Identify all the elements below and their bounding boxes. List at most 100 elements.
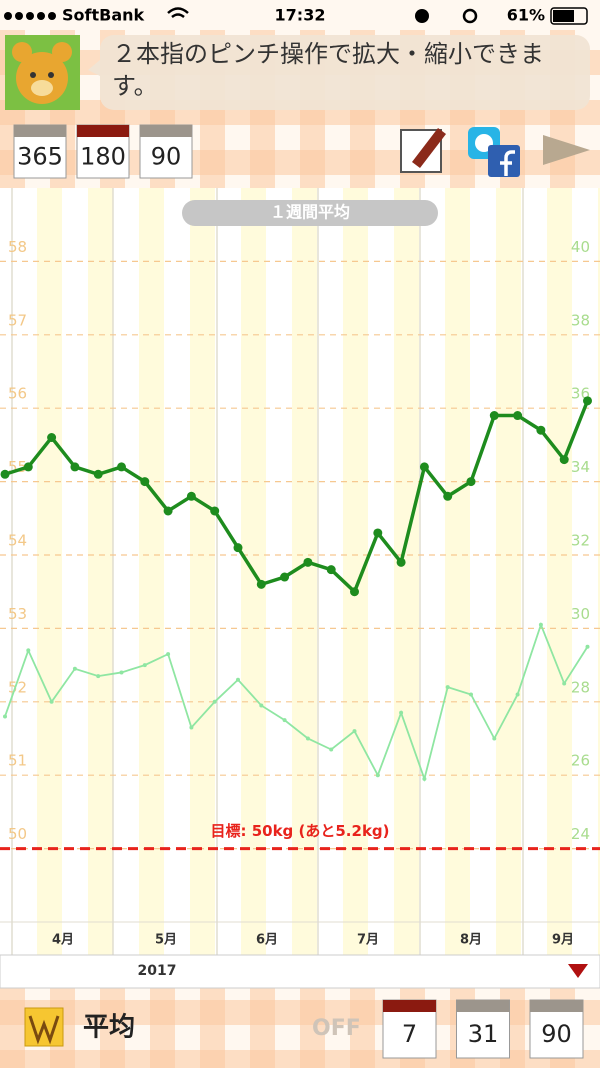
data-point [72,666,77,671]
month-label: 5月 [155,933,177,948]
y-tick-label: 54 [8,532,27,550]
data-point [515,692,520,697]
data-point [469,692,473,697]
button-tab [77,125,129,137]
data-point [256,579,266,589]
week-stripe [37,188,62,955]
data-point [326,565,336,575]
data-point [93,469,103,479]
y2-tick-label: 40 [571,238,590,256]
y2-tick-label: 30 [571,605,590,623]
data-point [492,736,497,741]
data-point [489,411,499,421]
title-pill [182,200,438,226]
share-button[interactable] [468,127,520,177]
data-point [140,477,150,487]
toggle-label[interactable]: OFF [312,1016,361,1041]
y2-tick-label: 28 [571,678,590,696]
button-tab [140,125,192,137]
month-label: 6月 [256,933,278,948]
week-stripe [496,188,521,955]
signal [4,12,56,20]
bear-face [16,52,68,104]
y-tick-label: 57 [8,311,27,329]
wifi-icon [167,7,189,19]
data-point [305,736,310,741]
week-stripe [598,188,600,955]
data-point [422,776,427,781]
week-stripe [139,188,164,955]
hint-bubble [100,35,590,110]
y-tick-label: 58 [8,238,27,256]
button-tab [456,1000,510,1012]
button-label: 7 [402,1020,417,1048]
data-point [375,773,380,778]
button-label: 365 [17,143,63,171]
data-point [96,674,101,679]
data-point [236,677,240,682]
data-point [350,587,359,597]
hint-box: ２本指のピンチ操作で拡大・縮小できます。 [112,40,544,100]
week-stripe [547,188,572,955]
data-point [559,455,569,465]
y2-tick-label: 32 [571,532,590,550]
data-point [212,699,217,704]
button-tab [383,1000,436,1012]
y-tick-label: 56 [8,385,27,403]
battery-text: 61% [507,6,545,25]
collapse-button[interactable] [568,964,588,978]
next-button[interactable] [543,135,590,165]
month-label: 7月 [357,933,379,948]
week-stripe [88,188,113,955]
button-label: 31 [468,1020,499,1048]
data-point [282,718,287,723]
alarm-icon [462,8,478,24]
y2-tick-label: 26 [571,752,590,770]
data-point [419,462,429,472]
data-point [0,469,10,479]
average-label: 平均 [83,1013,135,1043]
series-line [4,622,589,782]
month-label: 8月 [460,933,482,948]
data-point [23,462,33,472]
edit-button[interactable] [400,128,446,173]
data-point [513,411,523,421]
week-stripe [190,188,215,955]
target-label: 目標: 50kg (あと5.2kg) [210,822,389,840]
battery-icon [550,7,588,25]
y-tick-label: 51 [8,752,27,770]
data-point [352,729,357,734]
data-point [399,710,404,715]
data-point [538,622,543,627]
hint-text: ２本指のピンチ操作で拡大・縮小できます。 [112,40,544,100]
average-icon[interactable] [24,1007,64,1047]
data-point [189,725,194,730]
month-label: 4月 [52,933,74,948]
data-point [443,491,453,501]
button-tab [530,1000,583,1012]
data-point [70,462,80,472]
data-point [396,557,406,567]
y2-tick-label: 38 [571,311,590,329]
y-tick-label: 50 [8,825,27,843]
data-point [163,506,173,516]
week-stripe [394,188,419,955]
data-point [466,477,476,487]
data-point [49,699,54,704]
clock: 17:32 [275,6,326,25]
y-tick-label: 53 [8,605,27,623]
moon-icon [415,9,429,23]
button-label: 180 [80,143,126,171]
data-point [303,557,313,567]
data-point [585,644,590,649]
data-point [3,714,7,719]
year-label: 2017 [138,963,177,979]
data-point [562,681,567,686]
data-point [233,543,243,553]
data-point [166,652,171,657]
data-point [536,425,546,435]
data-point [259,703,264,708]
data-point [583,396,592,406]
data-point [280,572,290,582]
